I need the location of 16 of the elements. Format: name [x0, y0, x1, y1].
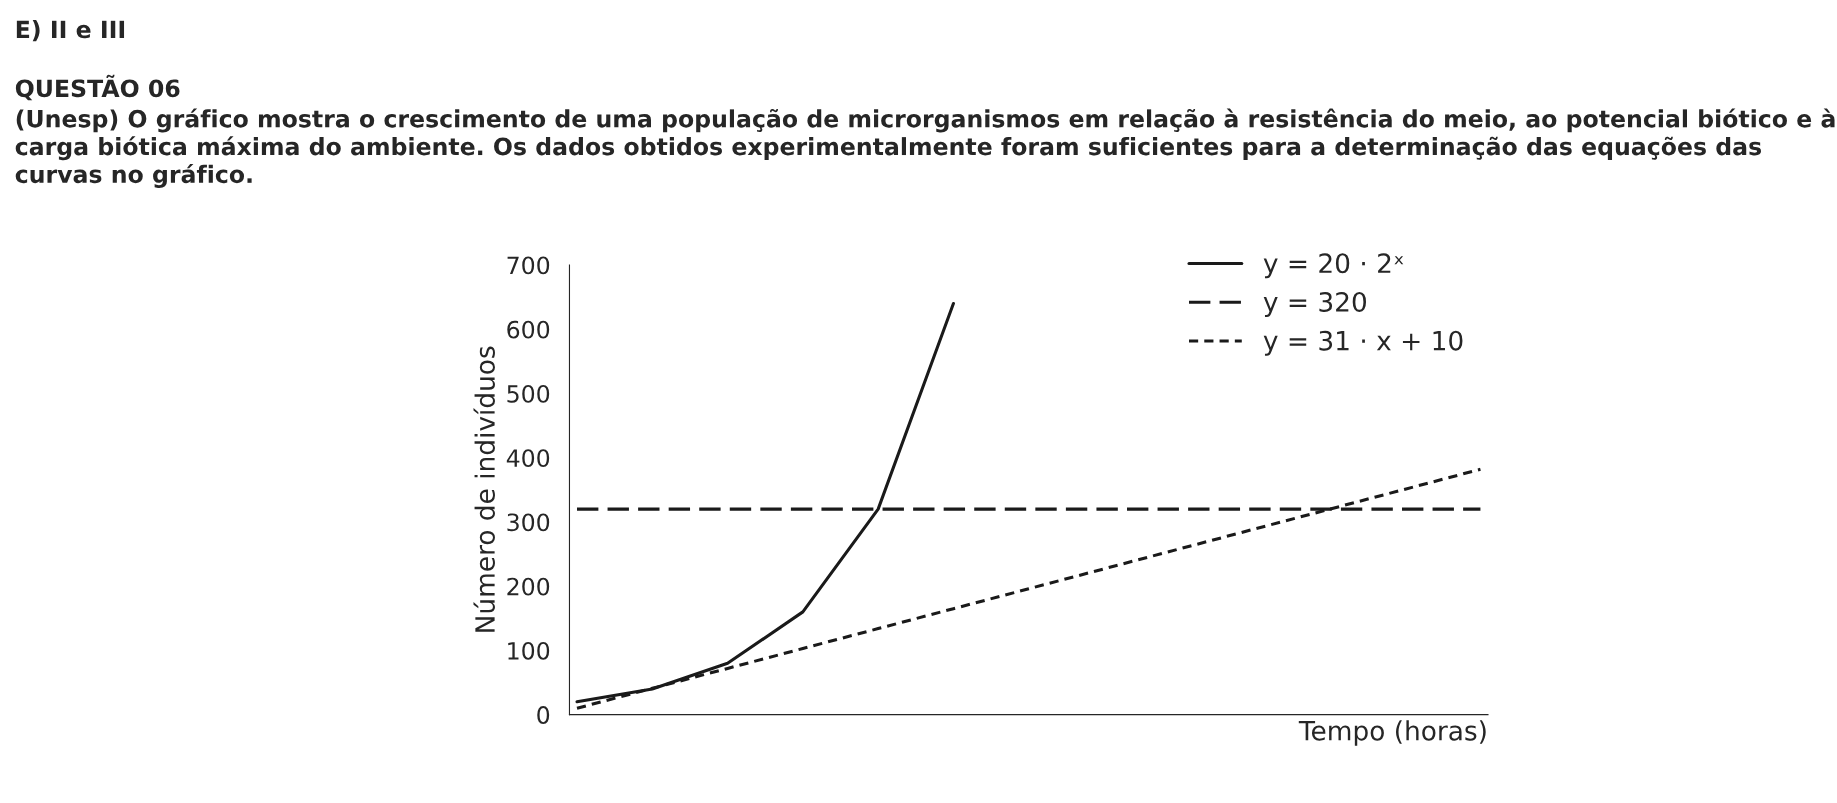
y-tick-label: 100 — [508, 641, 550, 660]
text: E) II e III — [16, 20, 125, 42]
chart-subtitle: (Unesp) O gráfico mostra o crescimento de uma população de microrganismos em relação à resistência do meio, ao potencial biótico e à carga biótica máxima do ambiente. Os dados obtidos experimentalmente foram suficientes para a determinação das equações das curvas no gráfico. — [15, 108, 1835, 188]
text: QUESTÃO 06 — [15, 74, 180, 101]
y-tick-label: 0 — [537, 706, 550, 724]
y-tick-label: 600 — [507, 320, 550, 339]
legend-label: y = 320 — [1263, 291, 1367, 318]
y-tick-label: 200 — [507, 577, 550, 596]
y-tick-label: 400 — [506, 449, 550, 468]
y-axis-title: Número de indivíduos — [473, 346, 495, 632]
legend-label: y = 31 · x + 10 — [1263, 330, 1463, 356]
x-axis-title: Tempo (horas) — [1298, 720, 1486, 746]
y-tick-label: 700 — [507, 256, 550, 275]
y-tick-label: 500 — [507, 384, 550, 403]
y-tick-label: 300 — [507, 513, 550, 532]
legend-label: y = 20 · 2ˣ — [1263, 253, 1404, 279]
